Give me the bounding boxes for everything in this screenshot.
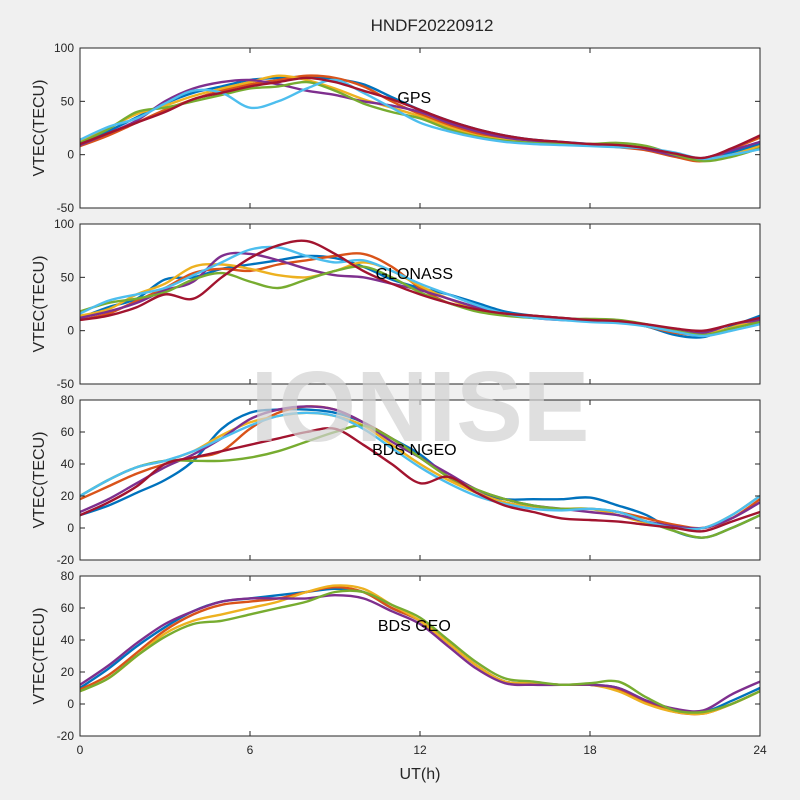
plot-area <box>80 48 760 208</box>
series-group <box>80 584 760 716</box>
series-line-7 <box>80 76 760 160</box>
subplots: -50 0 50 100 VTEC(TECU) GPS -50 0 50 100 VTEC(TECU… <box>31 41 767 757</box>
axes-box <box>79 223 761 385</box>
y-axis-label: VTEC(TECU) <box>31 432 48 529</box>
series-annotation: BDS NGEO <box>372 442 456 459</box>
series-annotation: GLONASS <box>376 266 453 283</box>
y-tick-label: 60 <box>61 601 75 615</box>
y-tick-label: 50 <box>61 270 75 284</box>
subplot-bds-ngeo: -20 0 20 40 60 80 VTEC(TECU) BDS NGEO <box>31 393 761 567</box>
subplot-gps: -50 0 50 100 VTEC(TECU) GPS <box>31 41 761 215</box>
y-tick-label: 0 <box>67 521 74 535</box>
y-tick-label: 100 <box>54 41 74 55</box>
series-line-7 <box>80 426 760 533</box>
series-line-6 <box>80 245 760 338</box>
y-axis-label: VTEC(TECU) <box>31 80 48 177</box>
series-line-5 <box>80 589 760 714</box>
y-tick-label: -20 <box>57 553 75 567</box>
x-tick-label: 24 <box>753 743 767 757</box>
y-tick-label: 40 <box>61 457 75 471</box>
y-axis-label: VTEC(TECU) <box>31 608 48 705</box>
x-tick-label: 0 <box>77 743 84 757</box>
y-tick-label: 40 <box>61 633 75 647</box>
y-tick-label: 100 <box>54 217 74 231</box>
y-tick-label: -50 <box>57 201 75 215</box>
axes-box <box>79 399 761 561</box>
series-annotation: GPS <box>397 90 431 107</box>
plot-area <box>80 224 760 384</box>
subplot-glonass: -50 0 50 100 VTEC(TECU) GLONASS <box>31 217 761 391</box>
y-tick-label: 0 <box>67 148 74 162</box>
y-tick-label: 20 <box>61 665 75 679</box>
y-tick-label: 0 <box>67 324 74 338</box>
x-tick-label: 12 <box>413 743 427 757</box>
y-tick-label: 80 <box>61 569 75 583</box>
axes-box <box>79 575 761 737</box>
y-axis-label: VTEC(TECU) <box>31 256 48 353</box>
series-group <box>80 405 760 539</box>
x-tick-label: 18 <box>583 743 597 757</box>
y-tick-label: 50 <box>61 94 75 108</box>
series-line-6 <box>80 411 760 531</box>
plot-area <box>80 400 760 560</box>
series-group <box>80 239 760 339</box>
x-axis-label: UT(h) <box>400 766 441 783</box>
x-tick-label: 6 <box>247 743 254 757</box>
figure-title: HNDF20220912 <box>371 16 494 35</box>
y-tick-label: 80 <box>61 393 75 407</box>
y-tick-label: -50 <box>57 377 75 391</box>
plot-area <box>80 576 760 736</box>
watermark: IONISE <box>251 351 590 463</box>
series-annotation: BDS GEO <box>378 618 451 635</box>
series-line-4 <box>80 594 760 713</box>
series-line-5 <box>80 80 760 163</box>
axes-box <box>79 47 761 209</box>
series-line-3 <box>80 584 760 716</box>
series-group <box>80 74 760 163</box>
y-tick-label: -20 <box>57 729 75 743</box>
series-line-7 <box>80 239 760 333</box>
y-tick-label: 60 <box>61 425 75 439</box>
y-tick-label: 0 <box>67 697 74 711</box>
y-tick-label: 20 <box>61 489 75 503</box>
